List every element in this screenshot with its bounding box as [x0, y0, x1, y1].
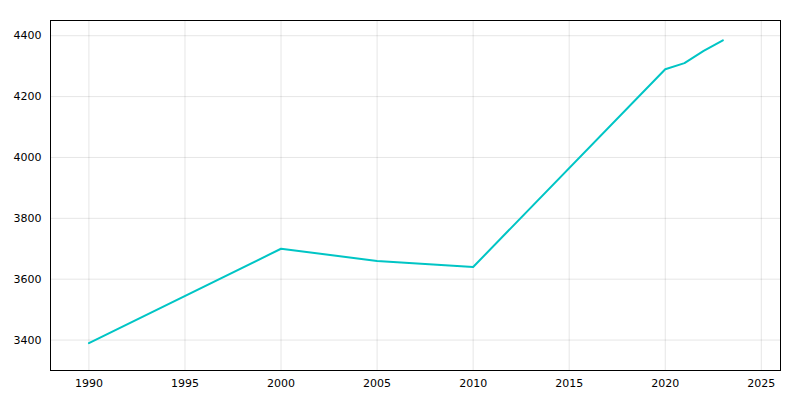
- svg-text:2025: 2025: [747, 377, 775, 390]
- svg-text:2020: 2020: [651, 377, 679, 390]
- svg-text:3400: 3400: [14, 334, 42, 347]
- svg-text:2000: 2000: [267, 377, 295, 390]
- svg-text:2005: 2005: [363, 377, 391, 390]
- svg-text:1995: 1995: [171, 377, 199, 390]
- svg-text:2010: 2010: [459, 377, 487, 390]
- svg-text:4000: 4000: [14, 151, 42, 164]
- svg-text:4200: 4200: [14, 90, 42, 103]
- svg-text:4400: 4400: [14, 29, 42, 42]
- svg-text:3800: 3800: [14, 212, 42, 225]
- svg-text:3600: 3600: [14, 273, 42, 286]
- svg-text:2015: 2015: [555, 377, 583, 390]
- svg-text:1990: 1990: [75, 377, 103, 390]
